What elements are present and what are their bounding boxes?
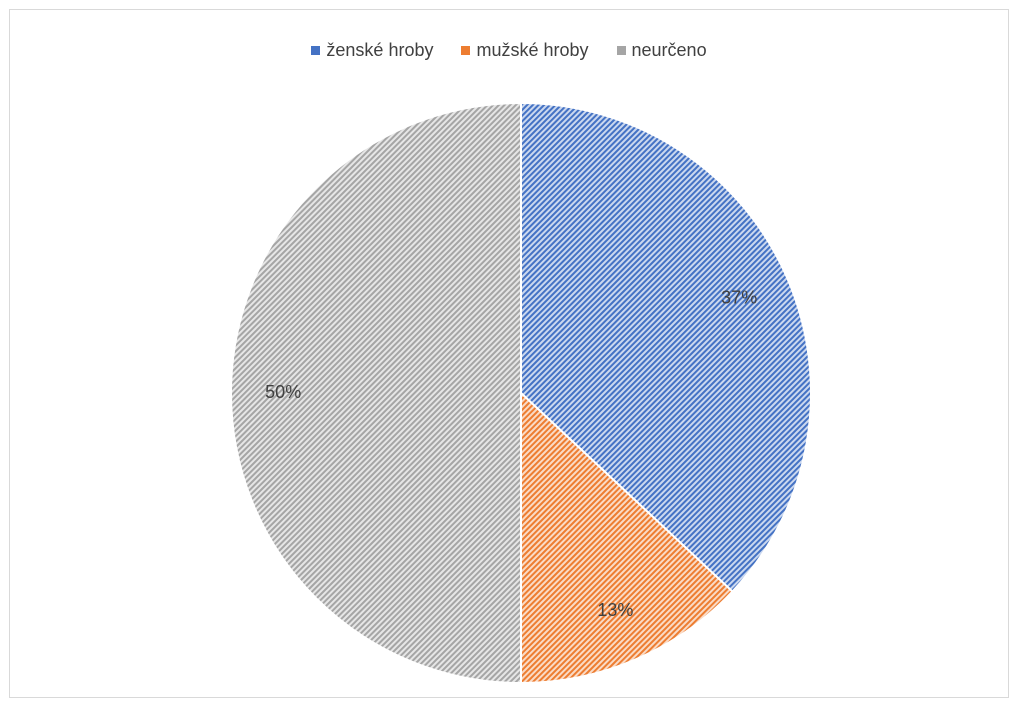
legend-label-zenske-hroby: ženské hroby <box>326 40 434 60</box>
legend-item-muzske-hroby: mužské hroby <box>461 40 589 61</box>
pie-slices <box>230 101 812 685</box>
data-label-muzske-hroby: 13% <box>597 600 633 620</box>
legend: ženské hroby mužské hroby neurčeno <box>0 40 1018 61</box>
legend-swatch-muzske-hroby <box>461 46 471 55</box>
legend-item-neurceno: neurčeno <box>616 40 707 61</box>
legend-item-zenske-hroby: ženské hroby <box>311 40 433 61</box>
legend-swatch-zenske-hroby <box>311 46 321 55</box>
data-label-zenske-hroby: 37% <box>721 287 757 307</box>
legend-label-muzske-hroby: mužské hroby <box>476 40 589 60</box>
pie-slice-zenske-hroby <box>520 101 812 593</box>
pie-slice-neurceno <box>230 101 522 685</box>
legend-label-neurceno: neurčeno <box>631 40 707 60</box>
pie-data-labels: 37% 13% 50% <box>265 287 757 620</box>
pie-slice-muzske-hroby <box>520 390 734 685</box>
data-label-neurceno: 50% <box>265 382 301 402</box>
legend-swatch-neurceno <box>616 46 626 55</box>
